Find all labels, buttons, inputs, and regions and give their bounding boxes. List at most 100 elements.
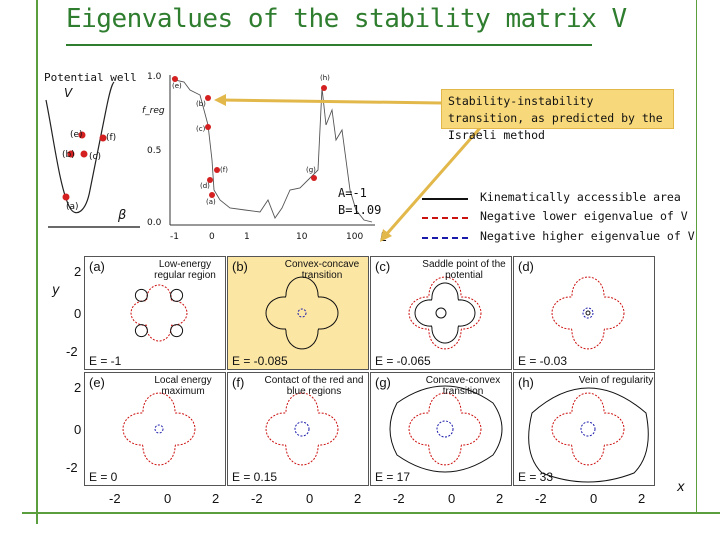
blue-region — [580, 421, 596, 437]
potential-v-label: V — [64, 86, 73, 100]
ytick-bottom-m2: -2 — [66, 460, 78, 475]
orbit-panel: (e) E = 0 Local energy maximum — [84, 372, 226, 486]
accessible-lobe — [170, 288, 184, 302]
xtick-c1-m2: -2 — [109, 491, 121, 506]
potential-point-b — [67, 150, 75, 158]
panel-label: (d) — [518, 259, 534, 274]
saddle-loop — [435, 307, 447, 319]
panel-energy: E = 0.15 — [232, 470, 278, 484]
potential-label-a: (a) — [66, 202, 79, 212]
potential-point-e — [78, 131, 86, 139]
panel-note: Local energy maximum — [154, 375, 212, 397]
frac-label-f: (f) — [220, 166, 228, 174]
panel-energy: E = -0.03 — [518, 354, 568, 368]
panel-note: Convex-concave transition — [284, 259, 360, 281]
orbit-diagram — [265, 392, 339, 466]
legend-text: Kinematically accessible area — [480, 190, 681, 204]
regular-fraction-plot — [169, 75, 375, 226]
red-region — [551, 392, 625, 466]
frac-point-e — [172, 76, 178, 82]
panel-note: Contact of the red and blue regions — [264, 375, 364, 397]
frac-ytick-05: 0.5 — [147, 146, 162, 156]
title-underline — [66, 44, 592, 46]
frame-line-right — [696, 0, 697, 512]
panel-label: (b) — [232, 259, 248, 274]
frame-line-left — [36, 0, 38, 524]
panel-label: (f) — [232, 375, 245, 390]
ytick-top-0: 0 — [74, 306, 82, 321]
legend-line-blue — [422, 237, 468, 239]
frac-point-d — [207, 177, 213, 183]
frac-point-b — [205, 95, 211, 101]
panel-note: Concave-convex transition — [425, 375, 501, 397]
ytick-top-2: 2 — [74, 264, 82, 279]
frac-label-c: (c) — [196, 125, 206, 133]
frame-line-bottom — [22, 512, 720, 514]
blue-region — [294, 421, 310, 437]
frac-param-a: A=-1 — [338, 186, 367, 200]
panel-energy: E = 33 — [518, 470, 554, 484]
orbit-diagram — [130, 284, 188, 342]
xtick-c1-2: 2 — [212, 491, 220, 506]
xtick-c2-2: 2 — [354, 491, 362, 506]
blue-region — [297, 308, 307, 318]
frac-point-h — [321, 85, 327, 91]
potential-label: Potential well — [44, 71, 137, 84]
accessible-lobe — [170, 324, 184, 338]
legend-text: Negative higher eigenvalue of V — [480, 229, 695, 243]
xtick-c4-2: 2 — [638, 491, 646, 506]
frac-point-f — [214, 167, 220, 173]
panel-label: (e) — [89, 375, 105, 390]
legend-line-red — [422, 217, 468, 219]
potential-point-a — [62, 193, 70, 201]
orbit-diagram — [389, 385, 503, 473]
accessible-lobe — [134, 288, 148, 302]
accessible-area — [414, 282, 476, 344]
xtick-c2-m2: -2 — [251, 491, 263, 506]
slide-title: Eigenvalues of the stability matrix V — [66, 4, 627, 34]
blue-region — [154, 424, 164, 434]
frac-xtick-1: 1 — [244, 232, 250, 242]
panel-label: (h) — [518, 375, 534, 390]
frac-label-h: (h) — [320, 74, 330, 82]
frac-xtick-0: 0 — [209, 232, 215, 242]
panel-note: Vein of regularity — [578, 375, 654, 386]
panel-label: (g) — [375, 375, 391, 390]
frac-point-a — [209, 192, 215, 198]
accessible-area — [265, 276, 339, 350]
orbit-panel: (a) E = -1 Low-energy regular region — [84, 256, 226, 370]
panel-label: (a) — [89, 259, 105, 274]
potential-curve — [45, 81, 115, 214]
frac-label-e: (e) — [172, 82, 182, 90]
frac-label-g: (g) — [306, 166, 316, 174]
xtick-c1-0: 0 — [164, 491, 172, 506]
orbit-diagram — [265, 276, 339, 350]
orbit-diagram — [528, 387, 649, 483]
frac-point-c — [205, 124, 211, 130]
panel-energy: E = -1 — [89, 354, 122, 368]
panel-energy: E = -0.065 — [375, 354, 431, 368]
panel-label: (c) — [375, 259, 391, 274]
grid-xlabel: x — [677, 480, 685, 495]
frac-xtick-10: 10 — [296, 232, 308, 242]
regular-fraction-curve — [171, 77, 373, 223]
xtick-c3-2: 2 — [496, 491, 504, 506]
blue-region — [436, 420, 454, 438]
legend-accessible: Kinematically accessible area — [422, 189, 720, 209]
potential-label-f: (f) — [106, 133, 117, 143]
orbit-panel: (b) E = -0.085 Convex-concave transition — [227, 256, 369, 370]
potential-label-e: (e) — [70, 130, 83, 140]
red-region — [551, 276, 625, 350]
ytick-top-m2: -2 — [66, 344, 78, 359]
orbit-panel: (f) E = 0.15 Contact of the red and blue r… — [227, 372, 369, 486]
legend-higher: Negative higher eigenvalue of V — [422, 228, 720, 248]
orbit-panel: (c) E = -0.065 Saddle point of the potenti… — [370, 256, 512, 370]
frac-ytick-0: 0.0 — [147, 218, 162, 228]
panel-energy: E = 17 — [375, 470, 411, 484]
potential-label-b: (b) — [62, 150, 75, 160]
panel-note: Saddle point of the potential — [422, 259, 506, 281]
legend-lower: Negative lower eigenvalue of V — [422, 208, 720, 228]
potential-point-f — [99, 134, 107, 142]
xtick-c2-0: 0 — [306, 491, 314, 506]
frac-ytick-1: 1.0 — [147, 72, 162, 82]
